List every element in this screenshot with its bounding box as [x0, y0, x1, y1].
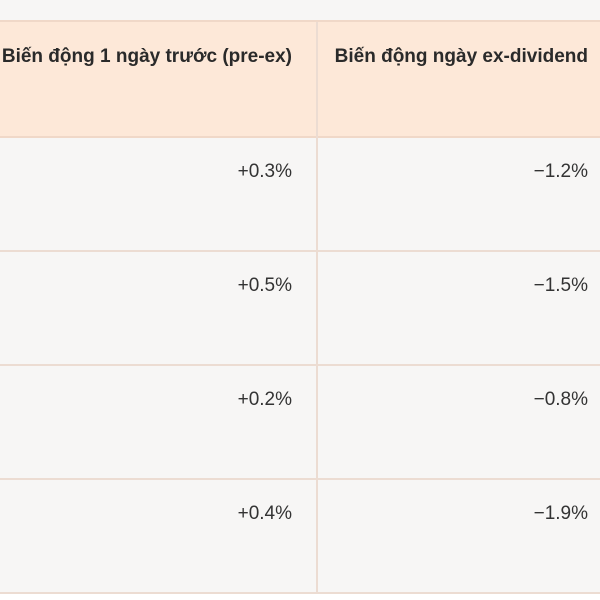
header-divider — [0, 136, 600, 138]
cell-ex-dividend: −1.2% — [533, 161, 588, 182]
table-row: +0.2% −0.8% — [0, 366, 600, 480]
table-row: +0.4% −1.9% — [0, 480, 600, 594]
table-row: +0.3% −1.2% — [0, 138, 600, 252]
cell-ex-dividend: −0.8% — [533, 389, 588, 410]
table-header — [0, 22, 600, 136]
table-row: +0.5% −1.5% — [0, 252, 600, 366]
row-divider — [0, 478, 600, 480]
column-divider — [316, 22, 318, 594]
column-header-pre-ex: Biến động 1 ngày trước (pre-ex) — [1, 46, 292, 67]
cell-ex-dividend: −1.5% — [533, 275, 588, 296]
cell-ex-dividend: −1.9% — [533, 503, 588, 524]
row-divider — [0, 592, 600, 594]
table-bottom-margin — [0, 594, 600, 600]
cell-pre-ex: +0.4% — [237, 503, 292, 524]
cell-pre-ex: +0.3% — [237, 161, 292, 182]
row-divider — [0, 364, 600, 366]
cell-pre-ex: +0.2% — [237, 389, 292, 410]
row-divider — [0, 250, 600, 252]
cell-pre-ex: +0.5% — [237, 275, 292, 296]
table-top-border — [0, 20, 600, 22]
column-header-ex-dividend: Biến động ngày ex-dividend — [334, 46, 588, 67]
